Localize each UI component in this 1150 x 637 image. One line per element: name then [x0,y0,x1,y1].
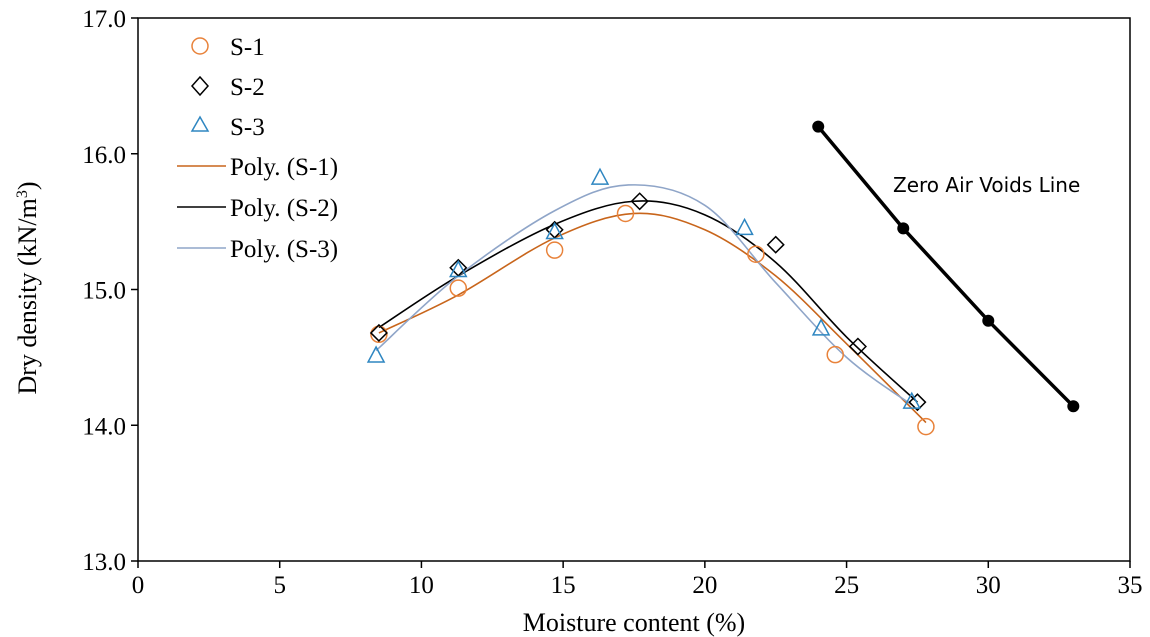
y-axis-title: Dry density (kN/m3) [13,181,42,394]
y-tick-label: 17.0 [82,6,126,33]
zav-point [897,222,910,235]
s1-point [917,417,935,436]
zero-air-voids-line [812,120,1080,413]
trendline-poly-s2 [378,200,918,403]
plot-area-frame [137,17,1131,562]
s1-point [370,325,388,344]
y-axis-title-close: ) [13,181,42,190]
s1-point [826,345,844,364]
s3-point [545,221,564,240]
zav-point [1067,400,1080,413]
zav-point [982,314,995,327]
trendline-poly-s3 [375,184,913,406]
s2-point [908,393,927,412]
legend-label-s3: S-3 [230,114,265,141]
y-tick-label: 16.0 [82,142,126,169]
x-tick-label: 5 [273,572,286,599]
zav-point [812,120,825,133]
legend-marker-s1 [191,37,209,55]
legend-label-s1: S-1 [230,34,265,61]
legend-label-poly-s2: Poly. (S-2) [230,195,338,222]
s1-point [545,241,564,259]
s3-point [735,217,754,236]
x-tick-label: 15 [551,572,576,599]
zav-line [816,125,1075,408]
y-axis-ticks: 13.0 14.0 15.0 16.0 17.0 [82,6,138,576]
legend: S-1 S-2 S-3 Poly. (S-1) Poly. (S-2) Poly… [177,34,338,263]
y-axis-title-main: Dry density (kN/m [13,198,42,394]
s3-point [902,391,922,409]
s2-point [766,235,785,254]
x-tick-label: 25 [834,572,859,599]
x-tick-label: 30 [976,572,1001,599]
x-axis-ticks: 0 5 10 15 20 25 30 35 [132,561,1143,599]
x-tick-label: 0 [132,572,145,599]
y-tick-label: 15.0 [82,278,126,305]
x-tick-label: 10 [409,572,434,599]
s3-point [366,345,386,363]
y-tick-label: 14.0 [82,413,126,440]
y-axis-title-superscript: 3 [14,190,31,198]
legend-label-poly-s1: Poly. (S-1) [230,154,338,181]
s1-point [747,245,765,263]
y-tick-label: 13.0 [82,549,126,576]
s3-point [811,318,831,336]
s1-point [449,279,468,297]
legend-marker-s2 [190,75,210,97]
x-tick-label: 35 [1118,572,1143,599]
zero-air-voids-label: Zero Air Voids Line [893,173,1080,197]
legend-label-poly-s3: Poly. (S-3) [230,236,338,263]
legend-label-s2: S-2 [230,74,265,101]
s3-point [590,167,610,185]
data-markers [366,167,935,436]
trendlines [375,184,927,424]
x-tick-label: 20 [692,572,717,599]
s2-point [369,323,388,343]
x-axis-title: Moisture content (%) [523,608,745,637]
s2-point [630,192,649,211]
legend-marker-s3 [190,115,210,132]
trendline-poly-s1 [378,212,927,424]
s2-point [848,337,867,356]
s3-point [449,259,468,278]
s1-point [616,204,635,223]
